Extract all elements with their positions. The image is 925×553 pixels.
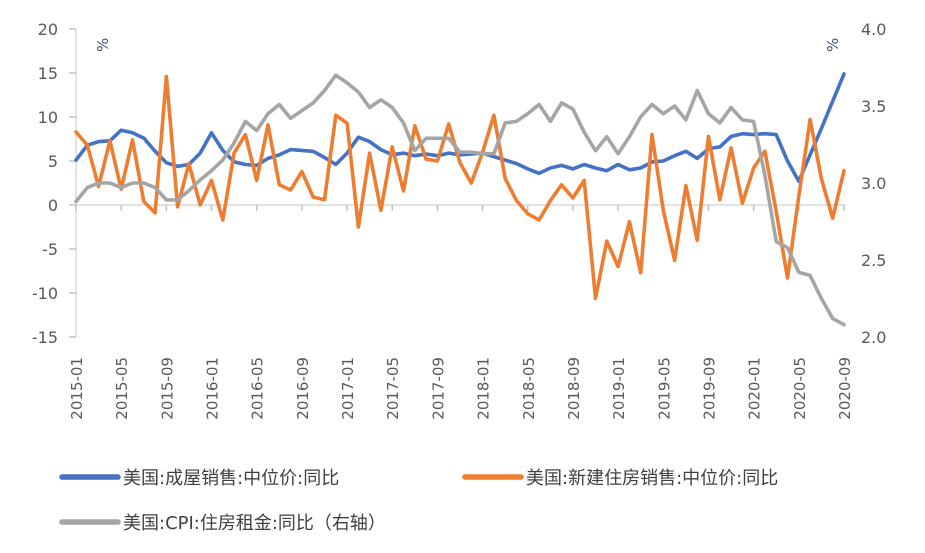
x-tick-label: 2015-09 [158, 357, 176, 420]
y-axis-left-labels: 20 15 10 5 0 -5 -10 -15 [32, 20, 58, 347]
y-left-tick-label: 0 [48, 196, 58, 215]
x-tick-label: 2018-01 [475, 357, 493, 420]
data-series [74, 72, 846, 327]
y-right-tick-label: 3.0 [861, 174, 886, 193]
x-tick-label: 2015-05 [113, 357, 131, 420]
y-left-tick-label: 5 [48, 152, 58, 171]
y-axis-right-labels: 4.0 3.5 3.0 2.5 2.0 [861, 20, 886, 347]
x-tick-label: 2015-01 [68, 357, 86, 420]
x-tick-label: 2020-05 [791, 357, 809, 420]
legend-label-1: 美国:新建住房销售:中位价:同比 [526, 468, 778, 489]
series-line-0 [74, 72, 846, 183]
y-right-tick-label: 4.0 [861, 20, 886, 39]
x-tick-label: 2020-09 [836, 357, 854, 420]
y-left-tick-label: 20 [38, 20, 58, 39]
x-tick-label: 2017-05 [384, 357, 402, 420]
x-tick-label: 2017-09 [429, 357, 447, 420]
y-left-tick-label: 10 [38, 108, 58, 127]
x-tick-label: 2019-05 [655, 357, 673, 420]
series-line-2 [74, 73, 846, 327]
y-left-tick-label: 15 [38, 64, 58, 83]
series-line-1 [74, 74, 846, 301]
x-tick-label: 2016-01 [204, 357, 222, 420]
y-right-tick-label: 2.5 [861, 251, 886, 270]
x-tick-label: 2017-01 [339, 357, 357, 420]
legend-label-0: 美国:成屋销售:中位价:同比 [123, 468, 339, 489]
y-left-tick-label: -5 [42, 240, 58, 259]
legend: 美国:成屋销售:中位价:同比 美国:新建住房销售:中位价:同比美国:CPI:住房租… [59, 468, 778, 534]
x-tick-label: 2019-09 [700, 357, 718, 420]
y-right-tick-label: 3.5 [861, 97, 886, 116]
right-unit-label: % [824, 38, 842, 52]
x-axis-labels: 2015-01 2015-05 2015-09 2016-01 2016-05 2016-… [68, 357, 854, 420]
x-tick-label: 2018-05 [520, 357, 538, 420]
left-unit-label: % [94, 38, 112, 52]
x-tick-label: 2016-09 [294, 357, 312, 420]
x-tick-label: 2018-09 [565, 357, 583, 420]
y-left-tick-label: -15 [32, 328, 58, 347]
axes [69, 28, 846, 338]
y-right-tick-label: 2.0 [861, 328, 886, 347]
x-tick-label: 2019-01 [610, 357, 628, 420]
x-tick-label: 2016-05 [249, 357, 267, 420]
legend-label-2: 美国:CPI:住房租金:同比（右轴） [123, 513, 386, 534]
y-left-tick-label: -10 [32, 284, 58, 303]
x-tick-label: 2020-01 [746, 357, 764, 420]
